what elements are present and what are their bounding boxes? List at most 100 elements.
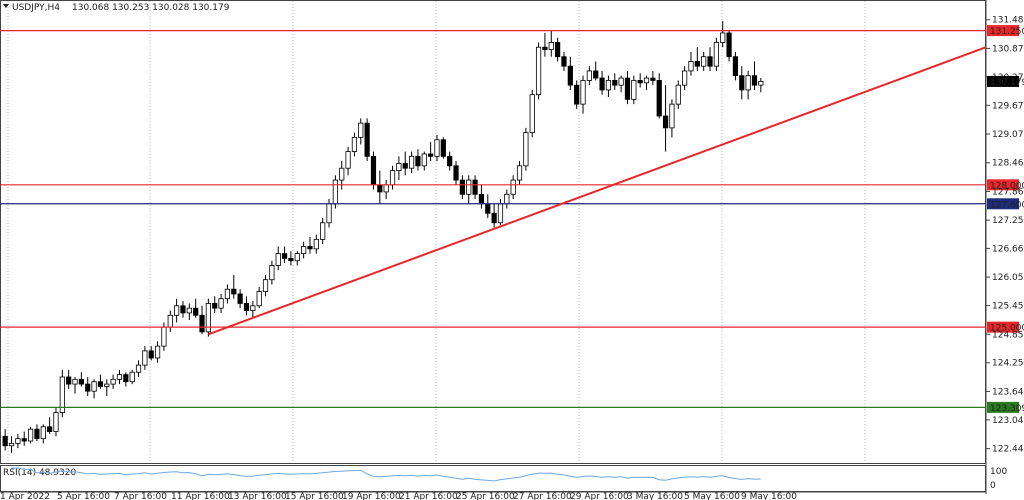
candle[interactable] bbox=[713, 37, 719, 71]
candle[interactable] bbox=[650, 70, 656, 86]
candle[interactable] bbox=[301, 241, 307, 259]
candle[interactable] bbox=[148, 346, 154, 361]
candle[interactable] bbox=[212, 296, 218, 313]
candle[interactable] bbox=[510, 175, 516, 200]
candle[interactable] bbox=[453, 161, 459, 185]
candle[interactable] bbox=[358, 118, 364, 145]
triangle-down-icon[interactable] bbox=[3, 4, 9, 8]
candle[interactable] bbox=[662, 85, 669, 152]
candle[interactable] bbox=[59, 369, 65, 418]
candle[interactable] bbox=[40, 424, 46, 444]
candles-layer[interactable] bbox=[2, 21, 764, 453]
candle[interactable] bbox=[72, 376, 78, 394]
candle[interactable] bbox=[421, 151, 427, 171]
candle[interactable] bbox=[694, 47, 700, 71]
candle[interactable] bbox=[516, 161, 523, 185]
candle[interactable] bbox=[320, 218, 326, 245]
candle[interactable] bbox=[351, 132, 358, 157]
candle[interactable] bbox=[104, 379, 110, 396]
candle[interactable] bbox=[15, 433, 21, 449]
candle[interactable] bbox=[408, 151, 415, 173]
candle[interactable] bbox=[466, 175, 472, 204]
candle[interactable] bbox=[275, 246, 281, 271]
candle[interactable] bbox=[142, 346, 148, 370]
candle[interactable] bbox=[91, 379, 97, 399]
candle[interactable] bbox=[129, 369, 135, 385]
candle[interactable] bbox=[47, 417, 53, 434]
candle[interactable] bbox=[548, 30, 554, 57]
candle[interactable] bbox=[345, 146, 351, 176]
candle[interactable] bbox=[605, 75, 612, 98]
candle[interactable] bbox=[21, 431, 27, 446]
candle[interactable] bbox=[732, 51, 739, 81]
candle[interactable] bbox=[8, 436, 15, 453]
candle[interactable] bbox=[116, 369, 123, 385]
candle[interactable] bbox=[574, 80, 580, 109]
time-axis[interactable]: 1 Apr 2022 5 Apr 16:00 7 Apr 16:00 11 Apr 1… bbox=[0, 492, 797, 500]
candle[interactable] bbox=[688, 51, 694, 76]
candle[interactable] bbox=[656, 73, 662, 119]
candle[interactable] bbox=[402, 151, 408, 176]
candle[interactable] bbox=[97, 374, 104, 389]
candle[interactable] bbox=[720, 21, 726, 48]
candle[interactable] bbox=[637, 73, 643, 88]
candle[interactable] bbox=[27, 426, 34, 444]
candle[interactable] bbox=[262, 274, 269, 297]
candle[interactable] bbox=[123, 372, 129, 387]
price-axis[interactable]: 131.480130.875130.275129.675129.070128.4… bbox=[986, 16, 1024, 455]
candle[interactable] bbox=[593, 61, 599, 81]
candle[interactable] bbox=[523, 127, 529, 171]
candle[interactable] bbox=[66, 369, 72, 389]
candle[interactable] bbox=[307, 237, 313, 254]
candle[interactable] bbox=[567, 56, 573, 90]
candle[interactable] bbox=[434, 134, 440, 162]
candle[interactable] bbox=[580, 75, 586, 114]
candle[interactable] bbox=[707, 47, 713, 71]
candle[interactable] bbox=[256, 286, 262, 309]
candle[interactable] bbox=[675, 80, 681, 109]
candle[interactable] bbox=[529, 89, 535, 138]
candle[interactable] bbox=[561, 51, 567, 71]
candle[interactable] bbox=[751, 61, 758, 90]
candle[interactable] bbox=[364, 118, 370, 162]
candle[interactable] bbox=[726, 30, 732, 62]
candle[interactable] bbox=[618, 75, 624, 93]
candle[interactable] bbox=[199, 305, 205, 335]
candle[interactable] bbox=[535, 42, 542, 100]
candle[interactable] bbox=[491, 203, 497, 228]
candle[interactable] bbox=[2, 429, 8, 451]
horizontal-levels[interactable]: 131.250 128.000 127.600 125.000 123.309 bbox=[0, 25, 1024, 414]
candle[interactable] bbox=[205, 298, 211, 337]
candle[interactable] bbox=[34, 424, 40, 442]
candle[interactable] bbox=[237, 289, 243, 309]
candle[interactable] bbox=[174, 298, 180, 323]
candle[interactable] bbox=[135, 360, 142, 377]
candle[interactable] bbox=[231, 274, 237, 299]
candle[interactable] bbox=[281, 246, 288, 264]
candle[interactable] bbox=[758, 78, 764, 93]
candle[interactable] bbox=[599, 70, 605, 95]
candle[interactable] bbox=[396, 156, 402, 181]
candle[interactable] bbox=[612, 73, 618, 90]
candle[interactable] bbox=[440, 137, 446, 159]
candle[interactable] bbox=[224, 284, 231, 304]
candle[interactable] bbox=[193, 298, 199, 318]
candle[interactable] bbox=[313, 234, 319, 254]
candle[interactable] bbox=[643, 75, 650, 90]
candle[interactable] bbox=[243, 296, 250, 316]
candle[interactable] bbox=[586, 66, 592, 86]
candle[interactable] bbox=[218, 293, 224, 313]
trendline[interactable] bbox=[208, 46, 987, 336]
candle[interactable] bbox=[288, 251, 294, 266]
candle[interactable] bbox=[186, 303, 192, 321]
candle[interactable] bbox=[428, 142, 434, 162]
candle[interactable] bbox=[269, 260, 275, 285]
candle[interactable] bbox=[370, 151, 377, 190]
candle[interactable] bbox=[53, 407, 59, 437]
candle[interactable] bbox=[745, 70, 751, 100]
candle[interactable] bbox=[415, 149, 421, 171]
candle[interactable] bbox=[669, 99, 675, 138]
candle[interactable] bbox=[294, 251, 300, 266]
candle[interactable] bbox=[250, 301, 256, 318]
candle[interactable] bbox=[542, 32, 548, 57]
